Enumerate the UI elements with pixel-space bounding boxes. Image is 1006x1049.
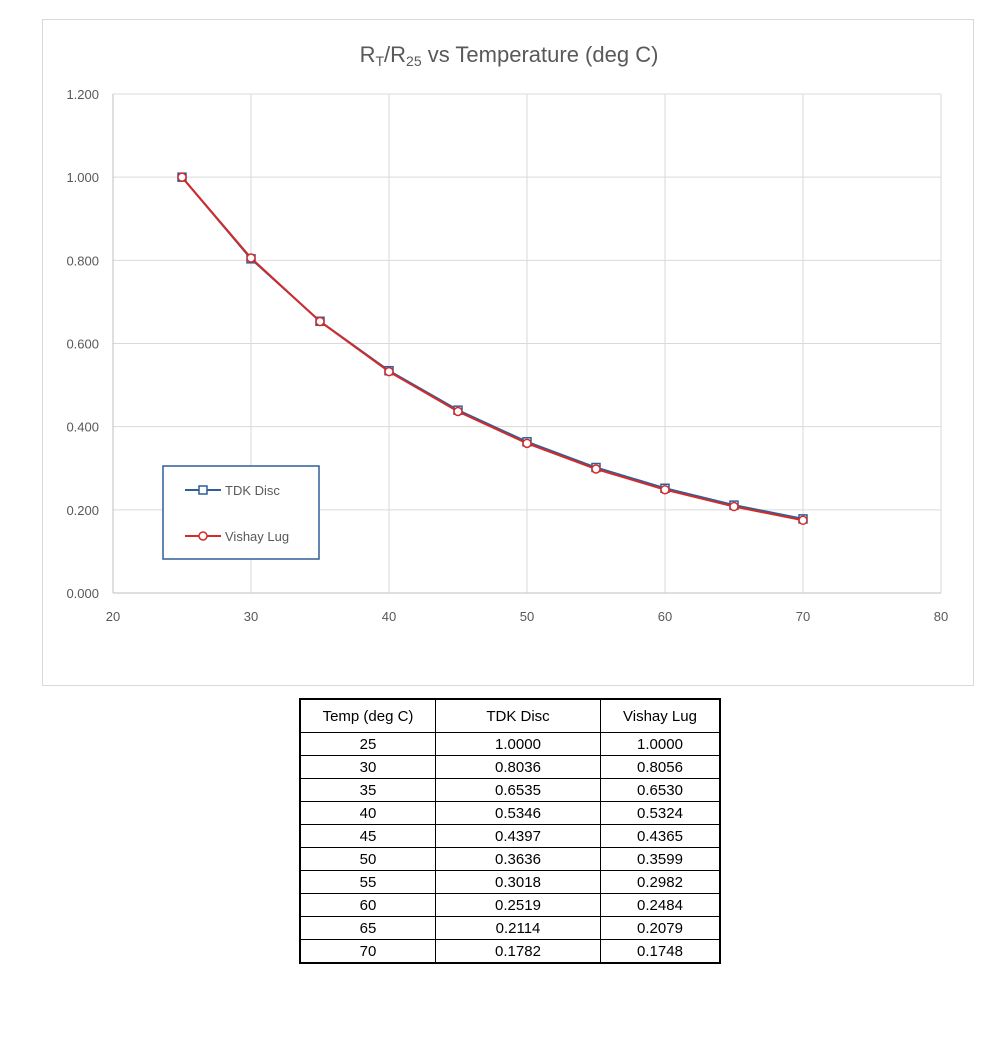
table-cell-tdk: 1.0000 xyxy=(435,732,601,756)
table-cell-vishay: 1.0000 xyxy=(600,732,721,756)
title-part-main: R xyxy=(359,42,376,67)
table-cell-vishay: 0.2982 xyxy=(600,870,721,894)
legend-box xyxy=(162,465,320,560)
data-point-vishay-lug xyxy=(522,438,532,449)
table-cell-tdk: 0.4397 xyxy=(435,824,601,848)
table-row: 55 0.3018 0.2982 xyxy=(299,870,721,894)
table-cell-temp: 35 xyxy=(299,778,436,802)
y-tick-label: 0.800 xyxy=(66,253,99,268)
table-row: 65 0.2114 0.2079 xyxy=(299,916,721,940)
y-tick-label: 0.000 xyxy=(66,586,99,601)
table-cell-temp: 55 xyxy=(299,870,436,894)
y-tick-label: 0.200 xyxy=(66,503,99,518)
table-cell-temp: 30 xyxy=(299,755,436,779)
table-cell-vishay: 0.5324 xyxy=(600,801,721,825)
x-tick-label: 20 xyxy=(106,609,120,624)
data-point-vishay-lug xyxy=(453,406,463,417)
table-cell-temp: 40 xyxy=(299,801,436,825)
table-header-temp: Temp (deg C) xyxy=(299,698,436,733)
x-tick-label: 40 xyxy=(382,609,396,624)
table-cell-temp: 70 xyxy=(299,939,436,964)
table-header-vishay: Vishay Lug xyxy=(600,698,721,733)
legend-label: Vishay Lug xyxy=(225,529,289,544)
table-row: 25 1.0000 1.0000 xyxy=(299,732,721,756)
table-cell-tdk: 0.6535 xyxy=(435,778,601,802)
series-line-vishay-lug xyxy=(181,176,804,522)
table-cell-temp: 65 xyxy=(299,916,436,940)
data-point-vishay-lug xyxy=(384,366,394,377)
x-tick-label: 80 xyxy=(934,609,948,624)
data-point-vishay-lug xyxy=(660,484,670,495)
table-cell-vishay: 0.2484 xyxy=(600,893,721,917)
y-tick-label: 1.200 xyxy=(66,87,99,102)
table-cell-vishay: 0.6530 xyxy=(600,778,721,802)
table-cell-tdk: 0.3636 xyxy=(435,847,601,871)
table-cell-tdk: 0.2114 xyxy=(435,916,601,940)
table-cell-tdk: 0.8036 xyxy=(435,755,601,779)
table-cell-temp: 50 xyxy=(299,847,436,871)
y-tick-label: 0.400 xyxy=(66,420,99,435)
table-cell-vishay: 0.2079 xyxy=(600,916,721,940)
y-tick-label: 0.600 xyxy=(66,337,99,352)
chart-frame: RT/R25 vs Temperature (deg C) 0.000 0.200… xyxy=(42,19,974,686)
table-cell-temp: 60 xyxy=(299,893,436,917)
line-chart: 0.000 0.200 0.400 0.600 0.800 1.000 1.200 20 30 4… xyxy=(66,87,948,624)
table-row: 45 0.4397 0.4365 xyxy=(299,824,721,848)
table-cell-vishay: 0.4365 xyxy=(600,824,721,848)
table-cell-vishay: 0.3599 xyxy=(600,847,721,871)
table-cell-tdk: 0.1782 xyxy=(435,939,601,964)
table-row: 30 0.8036 0.8056 xyxy=(299,755,721,779)
table-row: 35 0.6535 0.6530 xyxy=(299,778,721,802)
table-cell-tdk: 0.5346 xyxy=(435,801,601,825)
table-row: 50 0.3636 0.3599 xyxy=(299,847,721,871)
y-tick-label: 1.000 xyxy=(66,170,99,185)
title-part-rest: vs Temperature (deg C) xyxy=(421,42,659,67)
data-point-vishay-lug xyxy=(315,316,325,327)
data-table: Temp (deg C) TDK Disc Vishay Lug 25 1.000… xyxy=(299,698,721,964)
data-point-vishay-lug xyxy=(591,464,601,474)
legend-label: TDK Disc xyxy=(225,483,280,498)
x-tick-label: 50 xyxy=(520,609,534,624)
data-point-vishay-lug xyxy=(798,515,808,526)
table-cell-temp: 25 xyxy=(299,732,436,756)
table-cell-tdk: 0.2519 xyxy=(435,893,601,917)
table-cell-vishay: 0.1748 xyxy=(600,939,721,964)
table-row: 60 0.2519 0.2484 xyxy=(299,893,721,917)
x-tick-label: 70 xyxy=(796,609,810,624)
legend-marker-square xyxy=(198,485,208,495)
table-body: 25 1.0000 1.0000 30 0.8036 0.8056 35 0.6535 0.65… xyxy=(299,732,721,964)
table-cell-vishay: 0.8056 xyxy=(600,755,721,779)
data-point-vishay-lug xyxy=(177,172,187,182)
legend-marker-circle xyxy=(198,531,208,541)
table-header-row: Temp (deg C) TDK Disc Vishay Lug xyxy=(299,698,721,733)
table-row: 70 0.1782 0.1748 xyxy=(299,939,721,964)
table-row: 40 0.5346 0.5324 xyxy=(299,801,721,825)
data-point-vishay-lug xyxy=(729,501,739,512)
title-part-mid: /R xyxy=(384,42,407,67)
data-point-vishay-lug xyxy=(246,253,256,263)
chart-title: RT/R25 vs Temperature (deg C) xyxy=(43,42,975,69)
x-tick-label: 30 xyxy=(244,609,258,624)
title-part-sub1: T xyxy=(375,53,385,69)
table-cell-temp: 45 xyxy=(299,824,436,848)
table-cell-tdk: 0.3018 xyxy=(435,870,601,894)
x-tick-label: 60 xyxy=(658,609,672,624)
table-header-tdk: TDK Disc xyxy=(435,698,601,733)
title-part-sub2: 25 xyxy=(406,53,422,69)
